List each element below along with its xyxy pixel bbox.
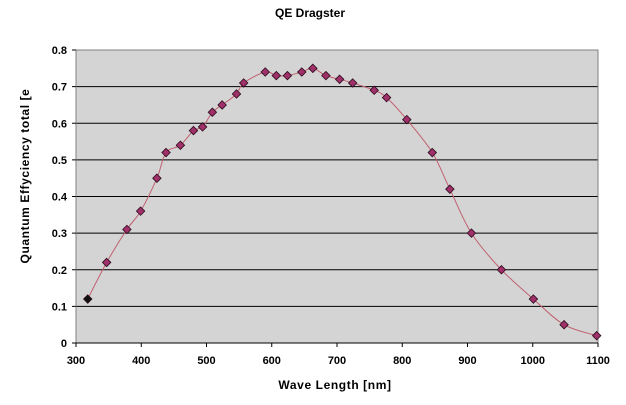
data-point-marker xyxy=(152,173,162,183)
x-axis-title: Wave Length [nm] xyxy=(278,378,391,392)
x-tick-label: 1100 xyxy=(586,355,610,367)
data-point-marker xyxy=(466,228,477,238)
data-point-marker xyxy=(238,78,249,88)
data-point-marker xyxy=(135,206,146,216)
data-point-marker xyxy=(321,70,331,81)
series-markers xyxy=(82,63,602,341)
data-point-marker xyxy=(334,74,345,85)
data-point-marker xyxy=(402,114,412,125)
y-tick-label: 0.8 xyxy=(52,45,67,57)
x-tick-label: 300 xyxy=(67,355,85,367)
data-point-marker xyxy=(260,67,270,77)
x-tick-label: 500 xyxy=(197,355,215,367)
data-point-marker xyxy=(161,147,171,158)
data-point-marker xyxy=(559,319,569,330)
x-tick-label: 700 xyxy=(328,355,346,367)
x-tick-label: 800 xyxy=(393,355,411,367)
data-point-marker xyxy=(271,70,282,81)
y-tick-label: 0.7 xyxy=(52,82,67,94)
data-point-marker xyxy=(217,100,227,110)
data-point-marker xyxy=(175,140,186,150)
data-point-marker xyxy=(197,122,208,132)
y-tick-label: 0.1 xyxy=(52,301,67,313)
axis-ticks: 0 0.1 0.2 0.3 0.4 0.5 0.6 0.7 0.8 300 400 500 600 700… xyxy=(52,45,610,367)
x-tick-label: 900 xyxy=(458,355,476,367)
data-point-marker xyxy=(528,294,539,304)
data-point-marker xyxy=(231,89,242,99)
data-point-marker xyxy=(591,330,602,341)
y-tick-label: 0.6 xyxy=(52,118,67,130)
data-point-marker xyxy=(101,257,112,268)
data-point-marker xyxy=(296,67,307,77)
data-point-marker xyxy=(381,92,392,103)
x-tick-label: 600 xyxy=(263,355,281,367)
y-tick-label: 0.5 xyxy=(52,155,67,167)
data-point-marker xyxy=(122,224,132,235)
data-point-marker xyxy=(496,264,507,275)
data-point-marker xyxy=(282,70,293,81)
data-point-marker xyxy=(207,107,218,118)
data-point-marker xyxy=(369,85,379,96)
y-tick-label: 0 xyxy=(61,338,67,350)
y-tick-label: 0.4 xyxy=(52,192,68,204)
data-point-marker xyxy=(82,294,93,304)
y-tick-label: 0.3 xyxy=(52,228,67,240)
data-point-marker xyxy=(308,63,318,74)
data-point-marker xyxy=(427,147,438,158)
y-tick-label: 0.2 xyxy=(52,265,67,277)
x-tick-label: 400 xyxy=(132,355,150,367)
x-tick-label: 1000 xyxy=(521,355,545,367)
data-point-marker xyxy=(347,78,358,88)
chart-title: QE Dragster xyxy=(275,6,345,20)
data-point-marker xyxy=(445,184,455,194)
data-point-marker xyxy=(188,125,199,136)
y-axis-title: Quantum Effyciency total [e xyxy=(18,89,32,264)
